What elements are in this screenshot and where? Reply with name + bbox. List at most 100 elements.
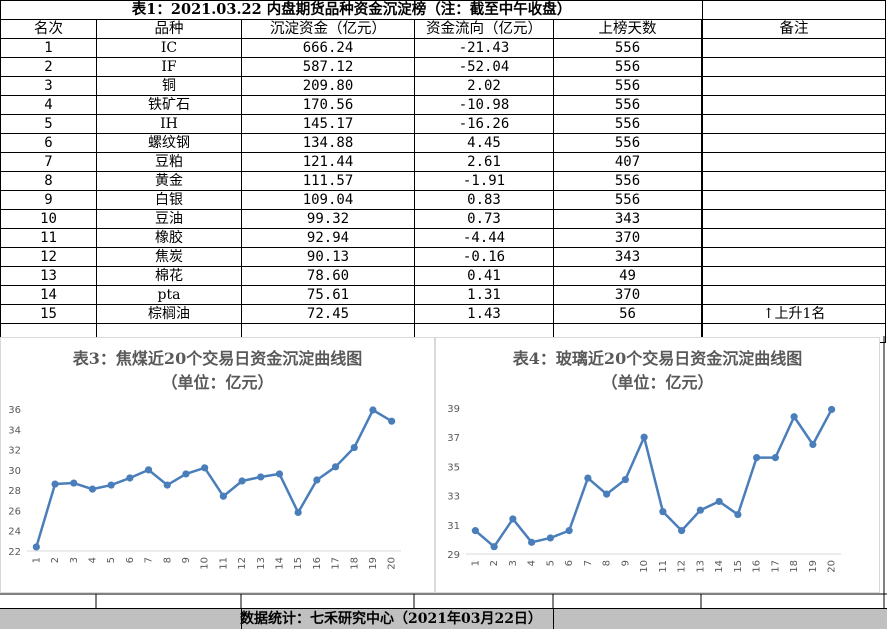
chart-subtitle: （单位：亿元） [161,373,274,392]
data-point [201,464,209,472]
cell-fund: 99.32 [241,209,415,229]
data-point [659,508,667,516]
y-tick-label: 30 [8,466,21,477]
cell-rank: 10 [0,209,97,229]
table-row: 10 豆油 99.32 0.73 343 [0,209,887,229]
table-row: 8 黄金 111.57 -1.91 556 [0,171,887,191]
table-row: 4 铁矿石 170.56 -10.98 556 [0,95,887,115]
title-blank-cell [702,0,887,20]
table-row: 3 铜 209.80 2.02 556 [0,76,887,96]
cell-days: 556 [553,190,702,210]
cell-note [702,247,887,267]
cell-note [702,285,887,305]
table-row: 7 豆粕 121.44 2.61 407 [0,152,887,172]
data-point [753,454,761,462]
data-point [696,506,704,514]
y-tick-label: 22 [8,547,21,558]
cell-fund: 78.60 [241,266,415,286]
cell-name: 焦炭 [96,247,242,267]
cell-fund: 75.61 [241,285,415,305]
x-tick-label: 12 [677,560,688,573]
table-row: 5 IH 145.17 -16.26 556 [0,114,887,134]
table-row: 9 白银 109.04 0.83 556 [0,190,887,210]
y-tick-label: 34 [8,425,21,436]
cell-days: 556 [553,38,702,58]
cell-fund: 209.80 [241,76,415,96]
cell-rank: 14 [0,285,97,305]
cell-fund: 134.88 [241,133,415,153]
cell-rank: 8 [0,171,97,191]
data-point [32,543,40,551]
chart-title: 表4：玻璃近20个交易日资金沉淀曲线图 [512,349,803,368]
cell-flow: -1.91 [414,171,554,191]
cell-fund: 111.57 [241,171,415,191]
cell-flow: 2.02 [414,76,554,96]
data-point [678,527,686,535]
table-row: 6 螺纹钢 134.88 4.45 556 [0,133,887,153]
header-rank: 名次 [0,19,97,39]
x-tick-label: 18 [789,560,800,573]
cell-name: 螺纹钢 [96,133,242,153]
cell-note [702,266,887,286]
x-tick-label: 14 [714,560,725,573]
x-tick-label: 4 [527,560,538,566]
cell-flow: 0.83 [414,190,554,210]
cell-fund: 121.44 [241,152,415,172]
header-flow: 资金流向（亿元） [414,19,554,39]
cell-fund: 145.17 [241,114,415,134]
cell-rank: 6 [0,133,97,153]
cell-days: 370 [553,285,702,305]
x-tick-label: 14 [274,557,285,570]
cell-note [702,57,887,77]
x-tick-label: 16 [752,560,763,573]
data-point [88,485,97,493]
cell-note [702,190,887,210]
data-point [809,440,817,449]
table-row: 12 焦炭 90.13 -0.16 343 [0,247,887,267]
data-point [144,466,153,474]
cell-flow: 1.31 [414,285,554,305]
table-row: 2 IF 587.12 -52.04 556 [0,57,887,77]
cell-name: 铜 [96,76,242,96]
header-fund: 沉淀资金（亿元） [241,19,415,39]
y-tick-label: 37 [447,433,460,444]
data-point [790,413,798,421]
data-point [51,480,59,488]
x-tick-label: 19 [808,560,819,573]
y-tick-label: 32 [8,446,21,457]
x-tick-label: 1 [470,560,481,566]
data-point [388,417,396,425]
header-note: 备注 [702,19,887,39]
cell-flow: -0.16 [414,247,554,267]
cell-days: 343 [553,209,702,229]
cell-name: 黄金 [96,171,242,191]
data-point [565,527,573,535]
cell-name: IF [96,57,242,77]
x-tick-label: 8 [162,557,173,563]
cell-flow: 0.73 [414,209,554,229]
x-tick-label: 11 [658,560,669,573]
x-tick-label: 2 [489,560,500,566]
cell-rank: 7 [0,152,97,172]
cell-rank: 3 [0,76,97,96]
cell-flow: -52.04 [414,57,554,77]
data-point [182,470,190,478]
data-point [640,433,648,441]
x-tick-label: 10 [639,560,650,573]
cell-note [702,133,887,153]
cell-name: 棉花 [96,266,242,286]
series-line [35,408,393,548]
cell-fund: 90.13 [241,247,415,267]
cell-note [702,95,887,115]
cell-days: 556 [553,114,702,134]
x-tick-label: 18 [349,557,360,570]
cell-flow: -21.43 [414,38,554,58]
chart-title: 表3：焦煤近20个交易日资金沉淀曲线图 [72,349,363,368]
x-tick-label: 4 [87,557,98,563]
data-point [369,406,377,414]
x-tick-label: 5 [106,557,117,563]
data-point [715,497,723,506]
data-point [621,475,629,484]
